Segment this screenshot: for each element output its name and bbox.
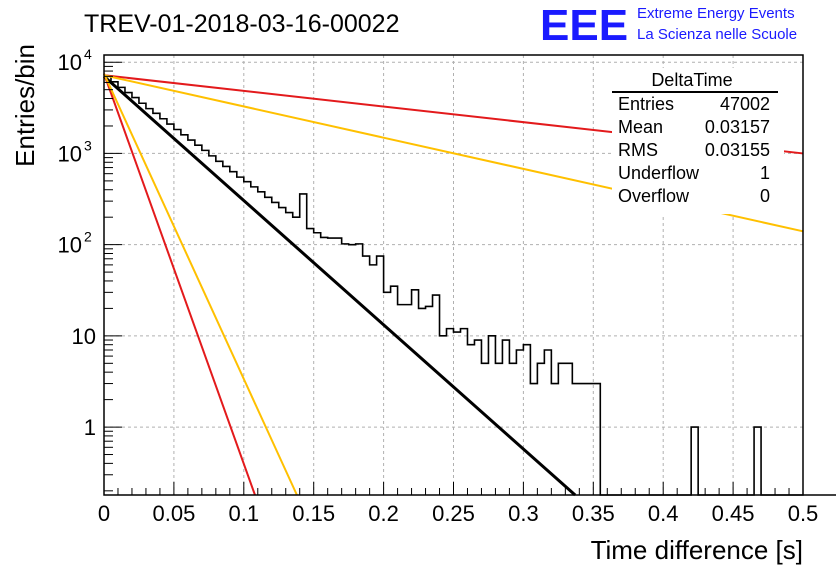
x-tick-label: 0.05 bbox=[152, 501, 195, 526]
x-axis-label: Time difference [s] bbox=[591, 535, 803, 565]
logo-line2: La Scienza nelle Scuole bbox=[637, 26, 797, 43]
chart-title: TREV-01-2018-03-16-00022 bbox=[84, 10, 399, 38]
x-tick-label: 0.1 bbox=[229, 501, 260, 526]
y-tick-exponent: 2 bbox=[84, 229, 92, 245]
x-tick-label: 0.45 bbox=[712, 501, 755, 526]
y-axis-label: Entries/bin bbox=[10, 44, 40, 167]
logo-line1: Extreme Energy Events bbox=[637, 5, 795, 22]
fit-curve-3 bbox=[103, 73, 256, 496]
stats-value-rms: 0.03155 bbox=[705, 140, 770, 160]
stats-box: DeltaTime Entries 47002 Mean 0.03157 RMS… bbox=[612, 68, 784, 214]
axis-ticks: 0 0.05 0.1 0.15 0.2 0.25 0.3 0.35 0.4 0.45 0.51101… bbox=[58, 46, 819, 526]
x-tick-label: 0.2 bbox=[368, 501, 399, 526]
stats-label-overflow: Overflow bbox=[618, 186, 690, 206]
x-tick-label: 0.5 bbox=[788, 501, 819, 526]
y-tick-label: 1 bbox=[84, 415, 96, 440]
y-tick-label: 10 bbox=[72, 324, 96, 349]
fit-curve-0 bbox=[103, 75, 577, 497]
stats-value-underflow: 1 bbox=[760, 163, 770, 183]
x-tick-label: 0.4 bbox=[648, 501, 679, 526]
y-tick-label: 10 bbox=[58, 233, 82, 258]
stats-label-mean: Mean bbox=[618, 117, 663, 137]
x-tick-label: 0 bbox=[98, 501, 110, 526]
stats-value-entries: 47002 bbox=[720, 94, 770, 114]
stats-label-underflow: Underflow bbox=[618, 163, 700, 183]
x-tick-label: 0.35 bbox=[572, 501, 615, 526]
stats-value-overflow: 0 bbox=[760, 186, 770, 206]
stats-label-rms: RMS bbox=[618, 140, 658, 160]
stats-value-mean: 0.03157 bbox=[705, 117, 770, 137]
y-tick-label: 10 bbox=[58, 141, 82, 166]
stats-title: DeltaTime bbox=[651, 70, 732, 90]
fit-curve-4 bbox=[103, 73, 298, 496]
x-tick-label: 0.15 bbox=[292, 501, 335, 526]
x-tick-label: 0.3 bbox=[508, 501, 539, 526]
logo-mark: EEE bbox=[540, 1, 628, 50]
x-tick-label: 0.25 bbox=[432, 501, 475, 526]
stats-label-entries: Entries bbox=[618, 94, 674, 114]
eee-logo: EEE Extreme Energy Events La Scienza nel… bbox=[540, 1, 797, 50]
y-tick-exponent: 3 bbox=[84, 137, 92, 153]
y-tick-label: 10 bbox=[58, 50, 82, 75]
y-tick-exponent: 4 bbox=[84, 46, 92, 62]
